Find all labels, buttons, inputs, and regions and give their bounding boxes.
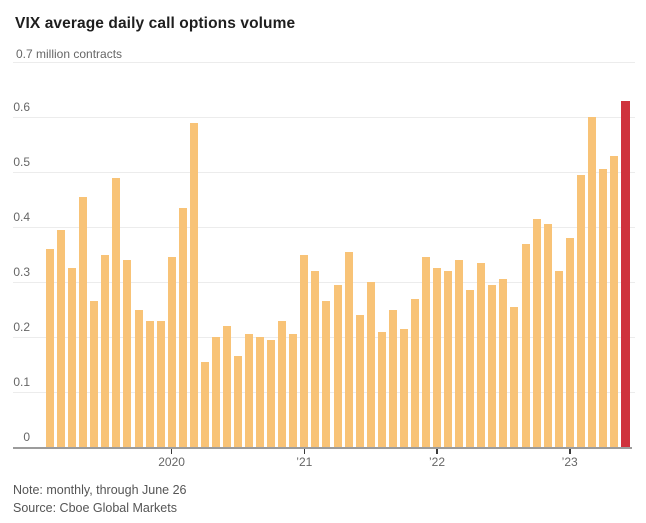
- y-axis-label: 0.6: [13, 100, 30, 114]
- bar: [178, 207, 187, 448]
- bar: [377, 331, 386, 447]
- bar: [543, 224, 552, 447]
- bar: [488, 284, 497, 448]
- y-gridline: [13, 282, 635, 283]
- bar: [410, 298, 419, 447]
- y-axis-top-label: 0.7 million contracts: [16, 47, 123, 61]
- bar: [57, 229, 66, 448]
- bar: [532, 218, 541, 448]
- y-axis-label: 0: [23, 430, 30, 444]
- highlighted-bar: [620, 100, 630, 447]
- x-axis-label: ’22: [428, 455, 445, 469]
- x-axis-tick: [569, 449, 571, 454]
- bar: [267, 339, 276, 448]
- bar: [90, 301, 99, 448]
- bar: [433, 268, 441, 448]
- bar: [300, 254, 309, 447]
- bar: [510, 306, 519, 448]
- chart-note: Note: monthly, through June 26: [13, 483, 187, 497]
- bar: [521, 243, 530, 447]
- x-axis-tick: [436, 449, 438, 454]
- bar: [200, 361, 209, 448]
- y-axis-label: 0.3: [13, 265, 30, 279]
- bar: [311, 271, 320, 447]
- bar: [289, 334, 298, 448]
- bar: [554, 271, 563, 447]
- bar: [256, 337, 265, 447]
- y-axis-label: 0.1: [13, 375, 30, 389]
- y-gridline: [13, 172, 635, 173]
- bar: [156, 320, 165, 447]
- bar: [112, 177, 121, 447]
- y-axis-label: 0.4: [13, 210, 30, 224]
- bar: [422, 257, 430, 447]
- bar: [189, 122, 198, 447]
- y-gridline: [13, 117, 635, 118]
- bar: [499, 279, 508, 448]
- bar: [123, 260, 132, 447]
- bar: [333, 284, 342, 448]
- bar: [134, 309, 143, 447]
- bar: [79, 196, 88, 448]
- bar: [344, 251, 353, 448]
- y-gridline: [13, 62, 635, 63]
- x-axis-tick: [303, 449, 306, 454]
- x-axis-label: ’21: [296, 455, 313, 469]
- bar: [610, 155, 618, 447]
- bar: [245, 334, 253, 448]
- x-axis-line: [13, 447, 632, 449]
- bar: [399, 328, 408, 448]
- bar: [598, 169, 607, 448]
- bar: [576, 174, 585, 448]
- chart-title: VIX average daily call options volume: [15, 15, 296, 32]
- y-axis-label: 0.5: [13, 155, 30, 169]
- bar: [466, 290, 475, 448]
- bar: [565, 238, 574, 447]
- bar: [355, 315, 364, 447]
- bar: [322, 301, 331, 448]
- bar: [455, 260, 464, 447]
- bar: [222, 326, 231, 447]
- chart-source: Source: Cboe Global Markets: [13, 501, 177, 515]
- y-axis-label: 0.2: [13, 320, 30, 334]
- bar: [101, 254, 110, 447]
- bar: [366, 282, 375, 447]
- y-gridline: [13, 227, 635, 228]
- bar: [234, 356, 242, 448]
- bar: [278, 320, 287, 447]
- x-axis-tick: [170, 449, 173, 454]
- bar: [211, 337, 220, 447]
- bar: [145, 320, 154, 447]
- x-axis-label: ’23: [561, 455, 578, 469]
- bar: [46, 249, 54, 447]
- bar: [444, 271, 453, 447]
- bar: [167, 257, 176, 447]
- x-axis-label: 2020: [158, 455, 185, 469]
- bar: [477, 262, 486, 448]
- bar: [388, 309, 397, 447]
- bar: [587, 117, 596, 447]
- bar: [68, 268, 77, 448]
